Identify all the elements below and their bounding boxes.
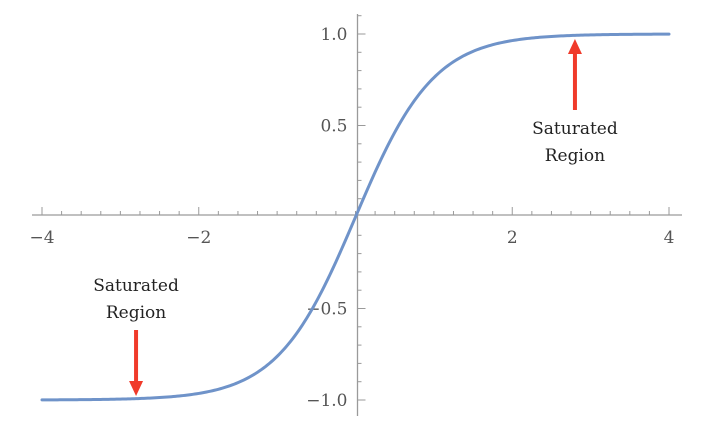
saturated-region-annotation: Saturated Region (93, 276, 179, 396)
arrow-head (129, 381, 144, 396)
x-tick-label: 4 (664, 228, 675, 248)
y-tick-label: −1.0 (306, 391, 347, 411)
x-tick-label: −4 (29, 228, 54, 248)
annotations: Saturated Region Saturated Region (93, 39, 618, 396)
tick-labels: −4 −2 2 4 1.0 0.5 −0.5 −1.0 (29, 25, 674, 411)
saturated-region-annotation: Saturated Region (532, 39, 618, 166)
annotation-label: Saturated (93, 276, 179, 296)
x-tick-label: −2 (186, 228, 211, 248)
series-line-tanh (40, 32, 671, 402)
annotation-label: Region (106, 303, 166, 323)
x-tick-label: 2 (507, 228, 518, 248)
arrow-head (567, 39, 582, 54)
series (40, 32, 671, 402)
y-tick-label: 0.5 (320, 117, 347, 137)
annotation-label: Region (545, 146, 605, 166)
y-tick-label: −0.5 (306, 300, 347, 320)
annotation-label: Saturated (532, 119, 618, 139)
y-tick-label: 1.0 (320, 25, 347, 45)
ticks (41, 15, 670, 401)
